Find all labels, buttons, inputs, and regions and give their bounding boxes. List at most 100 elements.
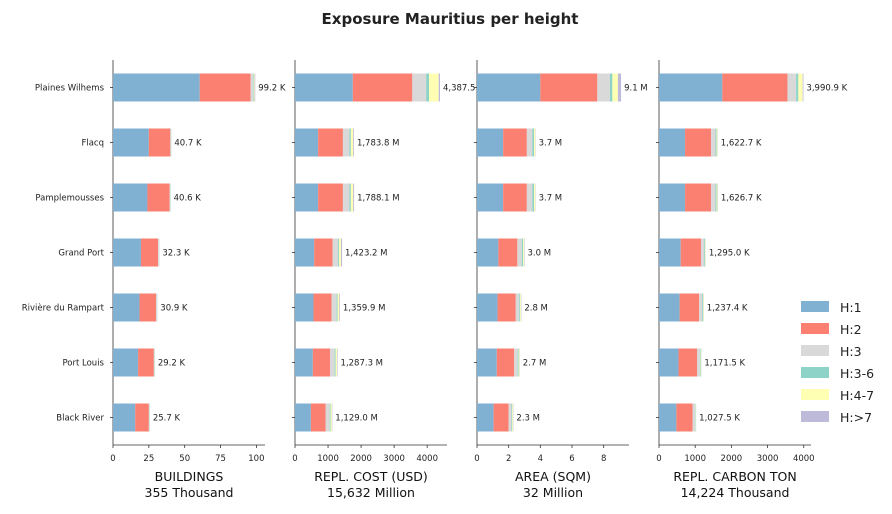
bar-segment (701, 349, 702, 377)
bar-segment (540, 74, 597, 102)
bar-segment (338, 239, 339, 267)
bar-segment (704, 239, 705, 267)
bar-segment (140, 294, 156, 322)
data-label: 3.7 M (539, 194, 563, 204)
legend: H:1H:2H:3H:3-6H:4-7H:>7 (801, 300, 874, 425)
x-tick-label: 3000 (383, 454, 405, 464)
x-axis-total: 32 Million (523, 485, 583, 500)
bar-segment (337, 349, 338, 377)
bar-segment (477, 294, 498, 322)
category-label: Rivière du Rampart (22, 303, 105, 314)
x-tick-label: 1000 (317, 454, 339, 464)
x-tick-label: 2 (506, 454, 511, 464)
data-label: 9.1 M (624, 84, 648, 94)
legend-swatch (801, 323, 829, 334)
data-label: 30.9 K (160, 304, 188, 314)
bar-segment (503, 129, 527, 157)
bar-segment (699, 294, 702, 322)
bar-segment (335, 349, 336, 377)
bar-segment (336, 349, 337, 377)
category-label: Pamplemousses (35, 194, 104, 204)
bar-segment (351, 184, 353, 212)
data-label: 29.2 K (158, 359, 186, 369)
data-label: 40.6 K (174, 194, 202, 204)
bar-segment (350, 184, 351, 212)
bar-segment (522, 239, 523, 267)
data-label: 25.7 K (153, 414, 181, 424)
bar-segment (254, 74, 255, 102)
data-label: 1,423.2 M (345, 249, 387, 259)
bar-segment (612, 74, 618, 102)
bar-segment (679, 349, 697, 377)
data-label: 4,387.5 (443, 84, 475, 94)
data-label: 40.7 K (174, 139, 202, 149)
bar-segment (509, 404, 512, 432)
bar-segment (697, 349, 700, 377)
category-label: Port Louis (62, 359, 104, 369)
bar-segment (703, 294, 704, 322)
x-tick-label: 4000 (416, 454, 438, 464)
bar-segment (695, 404, 696, 432)
bar-segment (313, 349, 330, 377)
x-tick-label: 75 (215, 454, 226, 464)
bar-segment (351, 129, 353, 157)
data-label: 2.3 M (516, 414, 540, 424)
x-axis-label: REPL. CARBON TON (673, 469, 796, 484)
bar-segment (610, 74, 612, 102)
bar-segment (318, 129, 343, 157)
bar-segment (200, 74, 251, 102)
bar-segment (512, 404, 513, 432)
bar-segment (113, 74, 200, 102)
x-tick-label: 1000 (684, 454, 706, 464)
category-label: Plaines Wilhems (35, 84, 105, 94)
x-tick-label: 0 (474, 454, 479, 464)
bar-segment (659, 74, 722, 102)
bar-segment (295, 349, 313, 377)
bar-segment (685, 129, 711, 157)
bar-segment (659, 239, 681, 267)
bar-segment (717, 129, 718, 157)
bar-segment (503, 184, 527, 212)
bar-segment (343, 184, 350, 212)
bar-segment (532, 184, 534, 212)
x-axis-total: 15,632 Million (327, 485, 415, 500)
chart-title: Exposure Mauritius per height (322, 10, 579, 28)
bar-segment (702, 294, 703, 322)
bar-segment (659, 184, 685, 212)
bar-segment (426, 74, 429, 102)
x-tick-label: 100 (248, 454, 264, 464)
bar-segment (519, 294, 520, 322)
x-tick-label: 50 (179, 454, 190, 464)
bar-segment (787, 74, 796, 102)
bar-segment (429, 74, 439, 102)
bar-segment (597, 74, 610, 102)
bar-segment (523, 239, 524, 267)
data-label: 32.3 K (162, 249, 190, 259)
bar-segment (295, 74, 353, 102)
legend-swatch (801, 367, 829, 378)
x-tick-label: 3000 (757, 454, 779, 464)
bar-segment (498, 294, 516, 322)
bar-segment (659, 404, 676, 432)
bar-segment (618, 74, 621, 102)
data-label: 1,027.5 K (699, 414, 740, 424)
bar-segment (113, 239, 141, 267)
bar-segment (353, 184, 354, 212)
bar-segment (314, 239, 333, 267)
category-label: Grand Port (58, 249, 104, 259)
bar-segment (251, 74, 253, 102)
bar-segment (693, 404, 696, 432)
bar-segment (519, 349, 520, 377)
bar-segment (141, 239, 158, 267)
bar-segment (681, 239, 701, 267)
bar-segment (412, 74, 426, 102)
bar-segment (477, 74, 540, 102)
x-tick-label: 0 (292, 454, 297, 464)
x-tick-label: 4000 (793, 454, 815, 464)
bar-segment (318, 184, 343, 212)
data-label: 1,129.0 M (335, 414, 377, 424)
